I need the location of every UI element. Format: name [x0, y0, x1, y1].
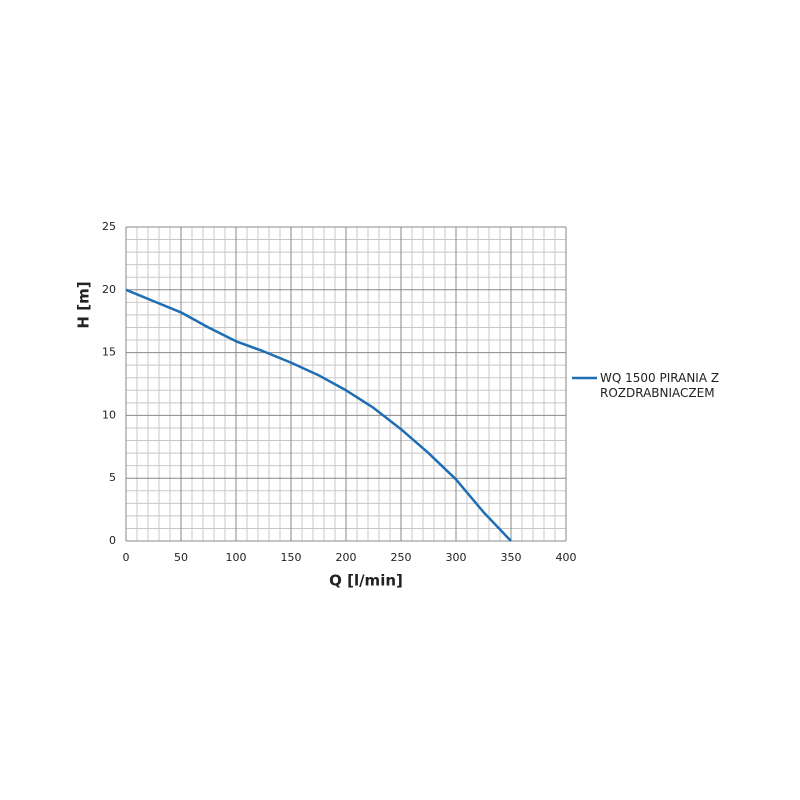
y-tick-label: 10: [102, 408, 116, 421]
x-tick-label: 400: [556, 551, 577, 564]
y-tick-label: 15: [102, 346, 116, 359]
x-tick-label: 250: [391, 551, 412, 564]
legend-label: WQ 1500 PIRANIA Z ROZDRABNIACZEM: [600, 371, 720, 400]
x-tick-label: 300: [446, 551, 467, 564]
x-tick-label: 50: [174, 551, 188, 564]
series-line: [125, 288, 512, 542]
x-tick-label: 350: [501, 551, 522, 564]
y-tick-label: 25: [102, 220, 116, 233]
x-tick-label: 100: [226, 551, 247, 564]
x-tick-label: 0: [123, 551, 130, 564]
x-tick-label: 150: [281, 551, 302, 564]
y-tick-label: 0: [109, 534, 116, 547]
y-axis-title: H [m]: [75, 281, 93, 328]
y-tick-label: 20: [102, 283, 116, 296]
y-tick-label: 5: [109, 471, 116, 484]
x-axis-title: Q [l/min]: [329, 572, 403, 590]
x-tick-label: 200: [336, 551, 357, 564]
